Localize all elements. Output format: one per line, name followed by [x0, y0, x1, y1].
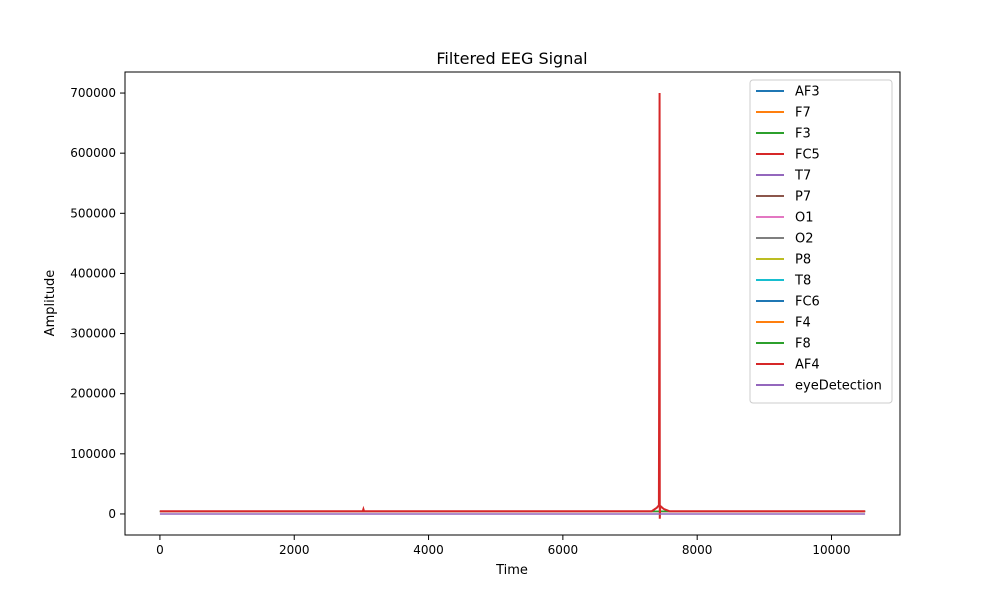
plot-lines	[159, 93, 866, 519]
legend-label-fc6: FC6	[795, 295, 820, 310]
legend-label-af4: AF4	[795, 358, 820, 373]
legend-box	[749, 79, 893, 404]
y-axis-label: Amplitude	[43, 270, 58, 337]
legend-label-f3: F3	[795, 127, 811, 142]
legend-label-o1: O1	[795, 211, 814, 226]
x-tick-label: 10000	[812, 543, 850, 557]
legend-label-fc5: FC5	[795, 148, 820, 163]
legend-label-o2: O2	[795, 232, 814, 247]
legend-label-t7: T7	[794, 169, 811, 184]
x-tick-label: 4000	[413, 543, 444, 557]
plot-frame	[124, 71, 901, 536]
x-tick-label: 8000	[682, 543, 713, 557]
legend-label-eyedetection: eyeDetection	[795, 379, 882, 394]
legend-label-f4: F4	[795, 316, 811, 331]
x-tick-label: 6000	[548, 543, 579, 557]
legend: AF3 F7 F3 FC5 T7 P7 O1 O2 P8 T8 FC6 F4 F8 AF4 eyeDetec…	[749, 79, 893, 404]
y-tick-label: 600000	[70, 146, 116, 160]
y-tick-label: 200000	[70, 387, 116, 401]
y-tick-label: 500000	[70, 206, 116, 220]
x-axis: 0 2000 4000 6000 8000 10000	[156, 535, 851, 557]
legend-label-af3: AF3	[795, 85, 820, 100]
x-tick-label: 0	[156, 543, 164, 557]
chart-title: Filtered EEG Signal	[436, 49, 587, 68]
legend-label-p7: P7	[795, 190, 811, 205]
y-tick-label: 400000	[70, 266, 116, 280]
legend-label-f7: F7	[795, 106, 811, 121]
y-tick-label: 0	[108, 507, 116, 521]
legend-label-f8: F8	[795, 337, 811, 352]
y-tick-label: 100000	[70, 447, 116, 461]
legend-label-p8: P8	[795, 253, 811, 268]
y-tick-label: 300000	[70, 327, 116, 341]
y-axis: 0 100000 200000 300000 400000 500000 600000 700…	[70, 86, 125, 521]
series-line-af4	[159, 93, 866, 519]
y-tick-label: 700000	[70, 86, 116, 100]
x-axis-label: Time	[495, 563, 528, 578]
legend-label-t8: T8	[794, 274, 811, 289]
x-tick-label: 2000	[279, 543, 310, 557]
